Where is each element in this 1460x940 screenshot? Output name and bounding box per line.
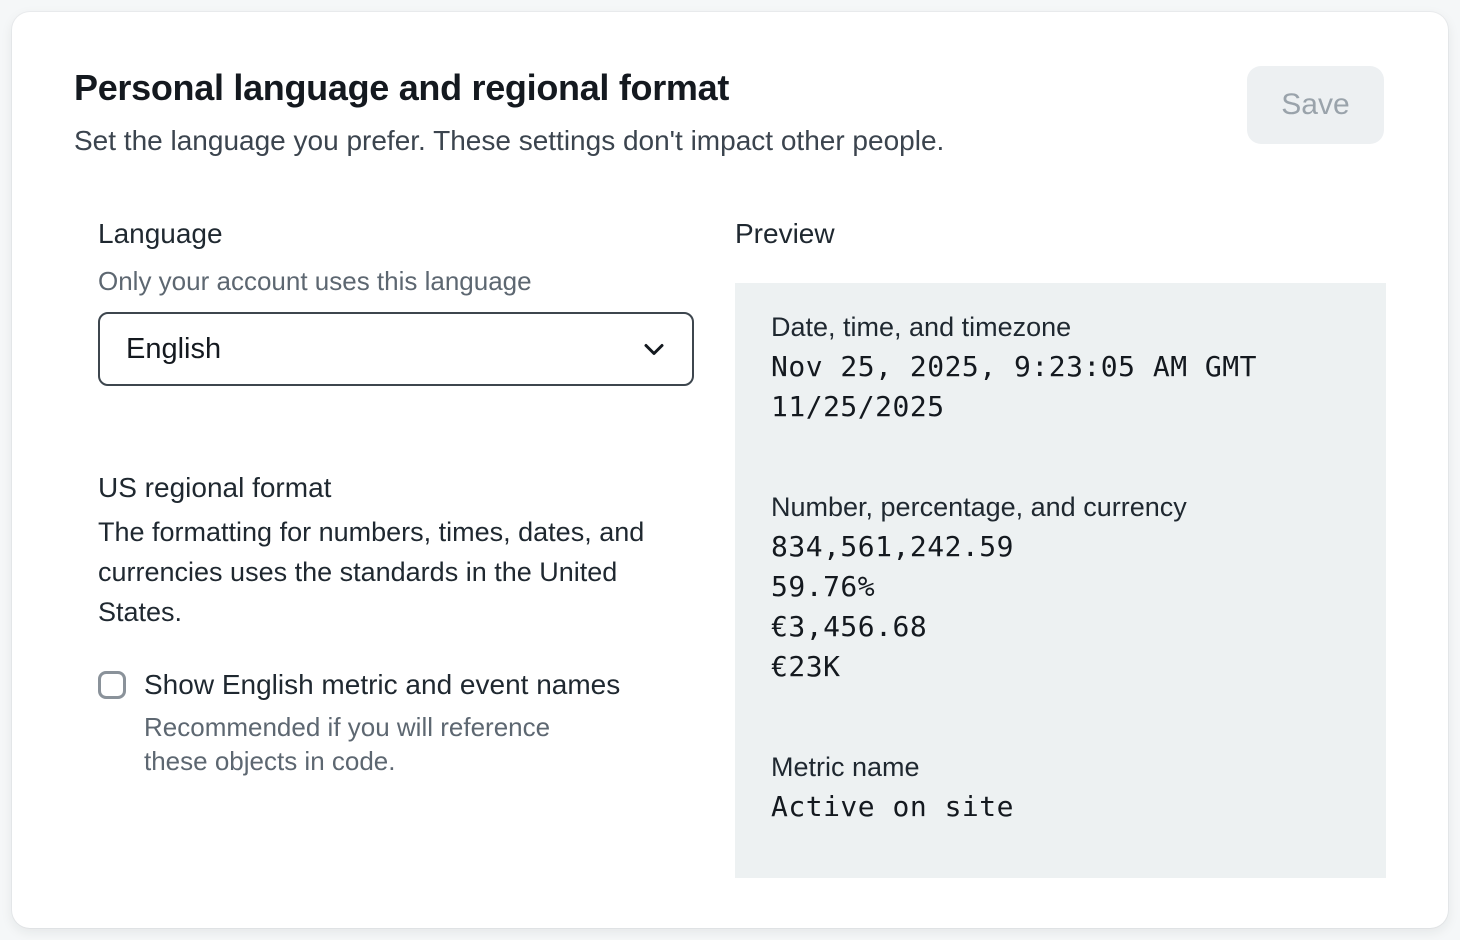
save-button[interactable]: Save: [1247, 66, 1384, 144]
language-heading: Language: [98, 218, 223, 249]
preview-value: Active on site: [771, 790, 1015, 823]
preview-heading: Preview: [735, 218, 835, 249]
metric-names-checkbox-help: Recommended if you will reference these …: [144, 712, 551, 776]
regional-format-description: The formatting for numbers, times, dates…: [98, 517, 645, 627]
metric-names-checkbox[interactable]: [98, 671, 126, 699]
preview-value: Nov 25, 2025, 9:23:05 AM GMT: [771, 350, 1258, 383]
regional-format-heading: US regional format: [98, 472, 332, 503]
preview-column: Preview Date, time, and timezone Nov 25,…: [735, 216, 1386, 878]
page-subtitle: Set the language you prefer. These setti…: [74, 125, 945, 156]
page-header: Personal language and regional format Se…: [74, 66, 1386, 160]
preview-group-label: Date, time, and timezone: [771, 312, 1072, 342]
preview-value: €23K: [771, 650, 841, 683]
page-header-text: Personal language and regional format Se…: [74, 66, 944, 160]
preview-group-datetime: Date, time, and timezone Nov 25, 2025, 9…: [771, 307, 1350, 427]
language-select-value: English: [126, 332, 222, 365]
language-select[interactable]: English: [98, 312, 694, 386]
preview-group-label: Number, percentage, and currency: [771, 492, 1187, 522]
metric-names-checkbox-label[interactable]: Show English metric and event names: [144, 669, 621, 700]
chevron-down-icon: [640, 335, 668, 363]
language-help: Only your account uses this language: [98, 266, 532, 296]
preview-group-metric: Metric name Active on site: [771, 747, 1350, 827]
settings-card: Personal language and regional format Se…: [12, 12, 1448, 928]
settings-column: Language Only your account uses this lan…: [98, 216, 694, 878]
preview-value: 59.76%: [771, 570, 876, 603]
page-title: Personal language and regional format: [74, 67, 730, 108]
metric-names-checkbox-row: Show English metric and event names: [98, 667, 694, 703]
preview-value: 834,561,242.59: [771, 530, 1015, 563]
preview-value: €3,456.68: [771, 610, 928, 643]
preview-value: 11/25/2025: [771, 390, 945, 423]
preview-group-label: Metric name: [771, 752, 920, 782]
preview-group-number: Number, percentage, and currency 834,561…: [771, 487, 1350, 687]
preview-panel: Date, time, and timezone Nov 25, 2025, 9…: [735, 283, 1386, 878]
